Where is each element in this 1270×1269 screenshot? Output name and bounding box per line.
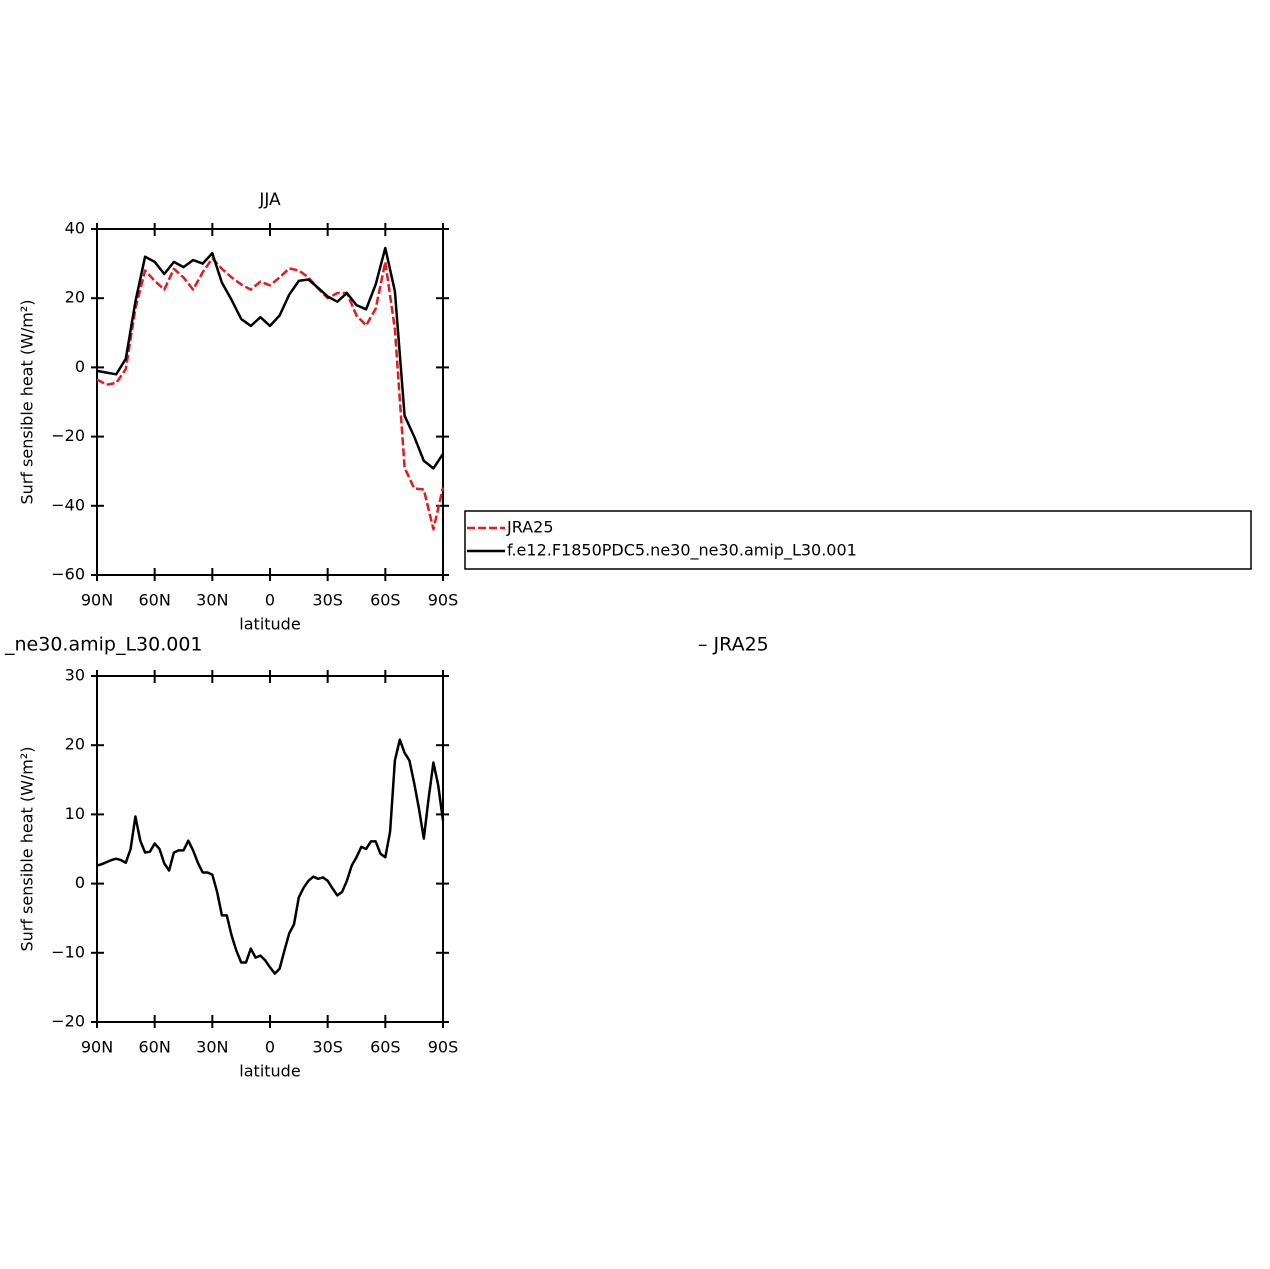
- x-tick-label: 30S: [312, 591, 343, 610]
- x-tick-label: 0: [265, 591, 275, 610]
- data-line: [96, 738, 445, 975]
- chart-title: JJA: [258, 190, 281, 210]
- x-tick-label: 90S: [428, 1038, 459, 1057]
- x-tick-label: 30S: [312, 1038, 343, 1057]
- data-line: [96, 257, 445, 531]
- x-tick-label: 0: [265, 1038, 275, 1057]
- x-tick-label: 60S: [370, 591, 401, 610]
- plot-frame: [96, 228, 444, 576]
- x-tick-label: 60N: [139, 1038, 171, 1057]
- x-tick-label: 30N: [196, 591, 228, 610]
- x-tick-label: 30N: [196, 1038, 228, 1057]
- y-tick-label: 0: [75, 357, 85, 376]
- y-tick-label: 10: [65, 804, 85, 823]
- y-tick-label: −20: [51, 1012, 85, 1031]
- plot-frame: [96, 675, 444, 1023]
- y-axis-label: Surf sensible heat (W/m²): [18, 299, 37, 504]
- x-tick-label: 90N: [81, 1038, 113, 1057]
- y-tick-label: 30: [65, 666, 85, 685]
- chart-title: – JRA25: [698, 634, 769, 656]
- legend-label: f.e12.F1850PDC5.ne30_ne30.amip_L30.001: [507, 541, 857, 561]
- y-axis-label: Surf sensible heat (W/m²): [18, 746, 37, 951]
- chart-title: _ne30.amip_L30.001: [4, 634, 203, 656]
- y-tick-label: −20: [51, 426, 85, 445]
- y-tick-label: 20: [65, 735, 85, 754]
- y-tick-label: −40: [51, 495, 85, 514]
- x-axis-label: latitude: [239, 1062, 300, 1081]
- y-tick-label: −60: [51, 565, 85, 584]
- y-tick-label: 40: [65, 219, 85, 238]
- x-tick-label: 60N: [139, 591, 171, 610]
- x-tick-label: 90S: [428, 591, 459, 610]
- legend-box: [464, 510, 1252, 570]
- x-axis-label: latitude: [239, 615, 300, 634]
- x-tick-label: 90N: [81, 591, 113, 610]
- legend-label: JRA25: [506, 518, 554, 537]
- y-tick-label: 20: [65, 288, 85, 307]
- x-tick-label: 60S: [370, 1038, 401, 1057]
- y-tick-label: 0: [75, 873, 85, 892]
- data-line: [96, 246, 445, 470]
- y-tick-label: −10: [51, 942, 85, 961]
